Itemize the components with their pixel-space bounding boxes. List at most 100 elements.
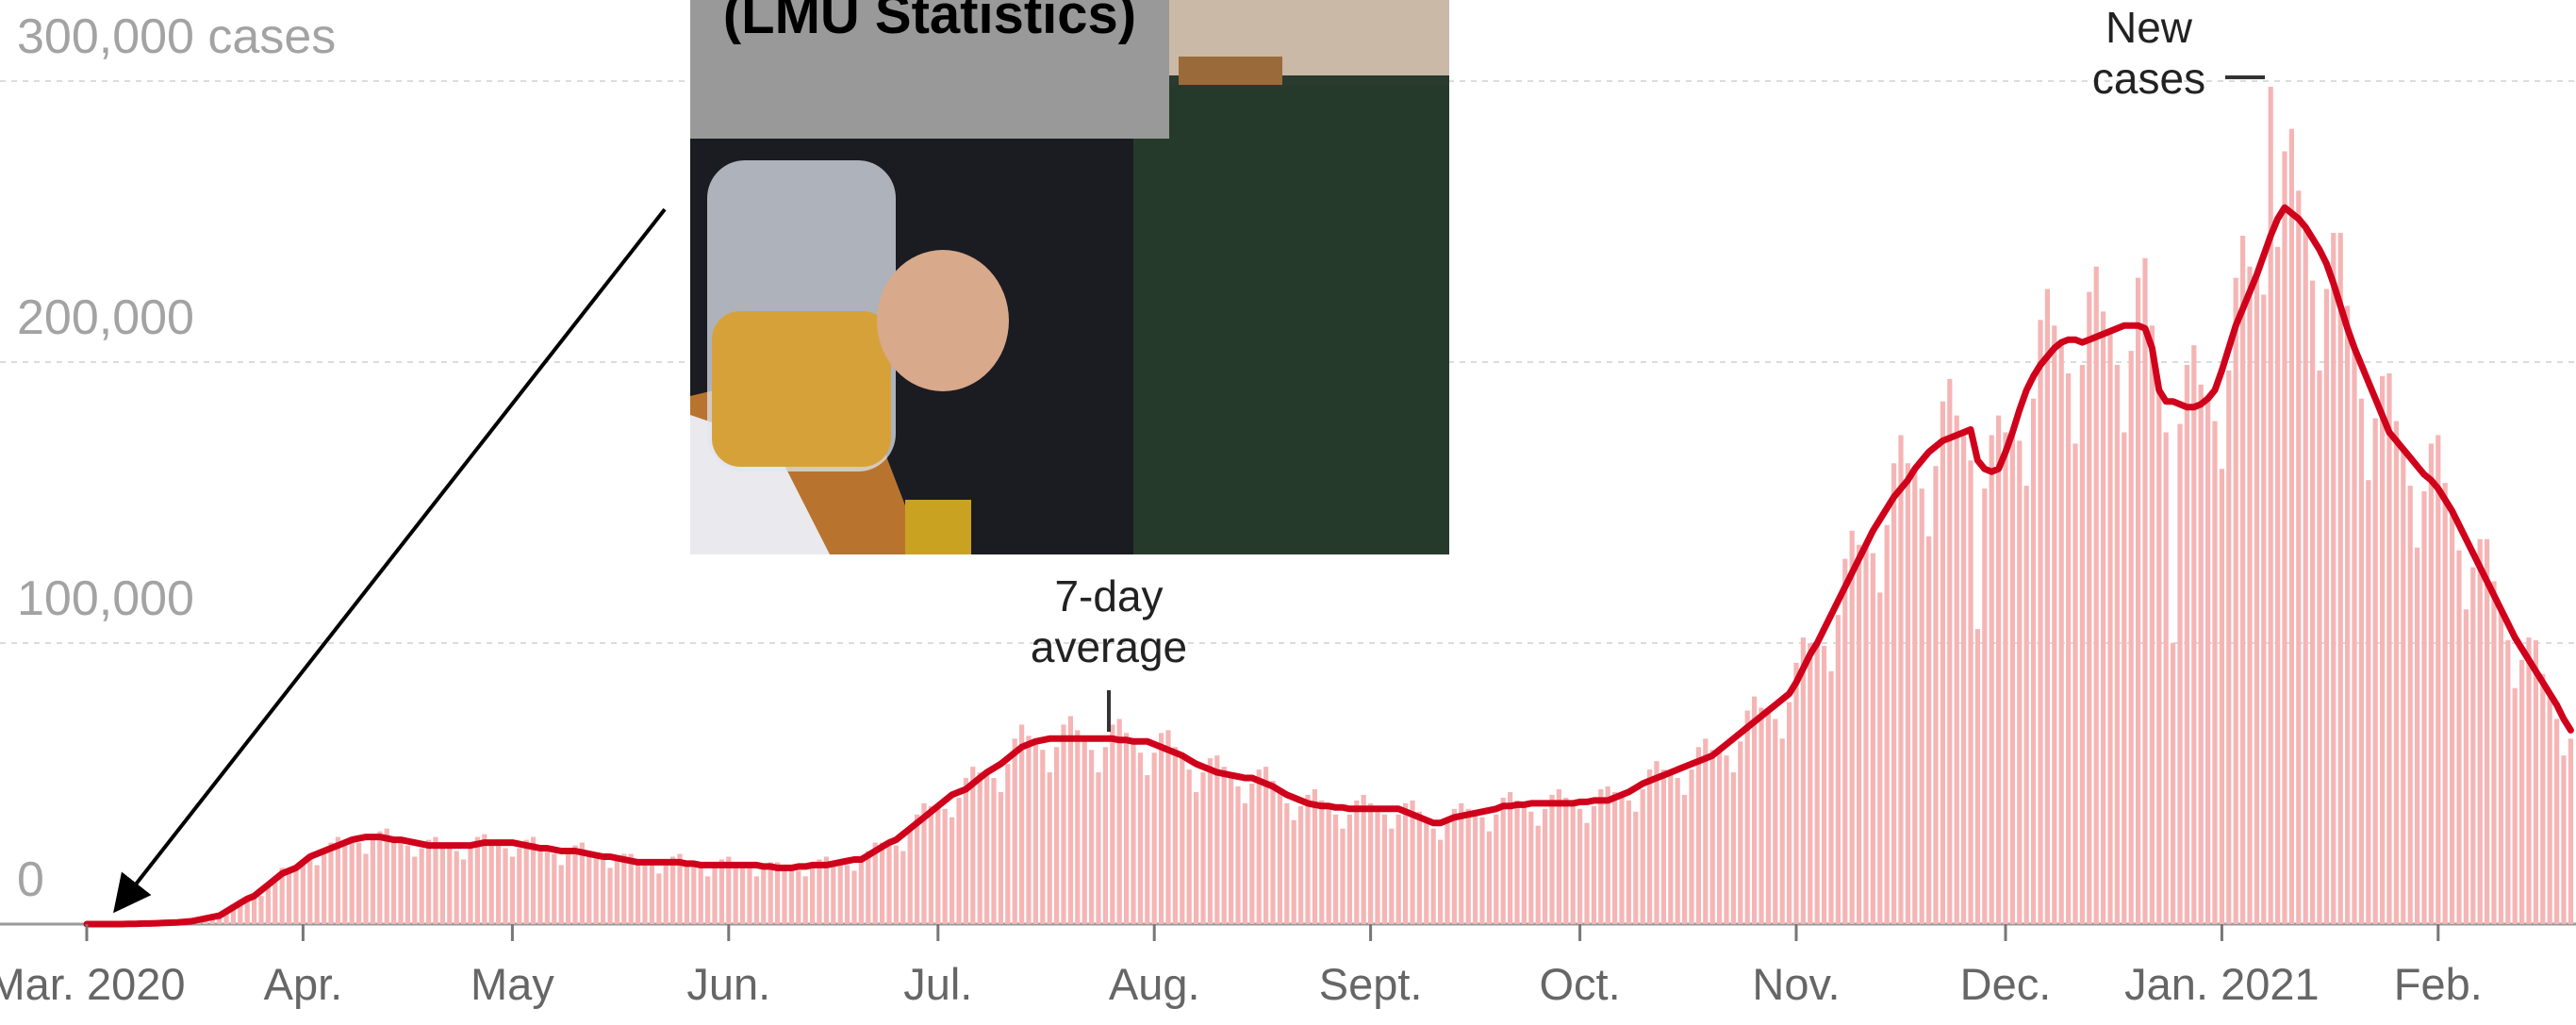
bar — [2220, 469, 2224, 924]
bar — [1933, 466, 1938, 924]
bar — [789, 868, 794, 924]
bar — [1682, 795, 1687, 924]
bar — [1577, 809, 1582, 924]
bar — [1235, 786, 1240, 924]
bar — [859, 862, 864, 924]
bar — [900, 851, 905, 924]
bar — [949, 818, 954, 924]
bar — [1033, 741, 1038, 924]
bar — [2415, 548, 2419, 924]
bar — [2352, 348, 2356, 924]
bar — [2408, 486, 2413, 924]
bar — [482, 835, 487, 924]
bar — [454, 851, 459, 924]
bar — [740, 865, 745, 924]
bar — [2296, 190, 2301, 924]
bar — [1292, 820, 1296, 924]
bar — [293, 870, 298, 924]
bar — [1975, 629, 1980, 924]
photo-hand — [877, 250, 1009, 391]
bar — [1863, 545, 1868, 924]
bar — [705, 876, 710, 924]
annotation-new-cases: New cases — [2073, 2, 2224, 104]
bar — [1522, 803, 1527, 924]
bar — [377, 832, 382, 924]
bar — [2142, 258, 2147, 924]
bar — [851, 870, 856, 924]
bar — [322, 854, 326, 925]
bar — [1243, 803, 1247, 924]
bar — [1410, 801, 1414, 924]
bar — [2087, 292, 2091, 925]
bar — [1592, 806, 1596, 924]
bar — [2456, 551, 2461, 924]
bar — [1194, 792, 1198, 924]
bar — [433, 837, 438, 924]
y-tick-label: 100,000 — [17, 571, 194, 626]
bar — [894, 846, 899, 924]
bar — [691, 862, 696, 924]
x-tick-label: Dec. — [1960, 959, 2052, 1009]
bar — [2380, 376, 2385, 924]
bar — [866, 851, 870, 924]
chart: 0100,000200,000300,000 casesMar. 2020Apr… — [0, 0, 2576, 1025]
bar — [1822, 646, 1826, 924]
bar — [1619, 795, 1624, 924]
bar — [1187, 769, 1192, 924]
bar — [1557, 789, 1561, 924]
bar — [266, 887, 271, 924]
bar — [2282, 152, 2287, 925]
bar — [2568, 738, 2573, 924]
bar — [1494, 815, 1498, 924]
bar — [650, 865, 654, 924]
bar — [999, 792, 1003, 924]
bar — [796, 870, 801, 924]
bar — [2421, 491, 2426, 924]
bar — [1222, 767, 1227, 924]
bar — [1061, 724, 1065, 924]
bar — [782, 865, 786, 924]
bar — [2185, 365, 2189, 924]
x-tick-label: Jun. — [686, 959, 770, 1009]
bar — [1075, 730, 1080, 924]
bar — [405, 846, 410, 924]
bar — [1724, 755, 1728, 924]
bar — [1906, 463, 1910, 924]
photo-flag — [905, 500, 971, 554]
bar — [1354, 801, 1359, 924]
bar — [1710, 750, 1715, 924]
bar — [2045, 289, 2050, 924]
bar — [1563, 798, 1568, 924]
bar — [1514, 801, 1519, 924]
bar — [1431, 829, 1436, 924]
bar — [970, 767, 975, 924]
bar — [503, 849, 507, 924]
bar — [363, 854, 368, 925]
bar — [1278, 789, 1282, 924]
bar — [371, 840, 375, 924]
bar — [1013, 738, 1017, 924]
bar — [1571, 803, 1576, 924]
photo — [690, 0, 1449, 554]
bar — [2101, 311, 2105, 924]
bar — [2164, 433, 2169, 925]
bar — [719, 859, 724, 924]
bar — [1263, 767, 1268, 924]
page: 0100,000200,000300,000 casesMar. 2020Apr… — [0, 0, 2576, 1025]
bar — [2359, 399, 2364, 924]
bar — [2373, 419, 2378, 924]
bar — [1850, 531, 1855, 924]
bar — [2177, 424, 2182, 924]
bar — [1117, 719, 1122, 924]
bar — [1368, 803, 1373, 924]
bar — [440, 843, 445, 924]
bar — [2003, 433, 2007, 925]
bar — [1990, 435, 1994, 924]
bar — [2031, 399, 2036, 924]
bar — [1808, 643, 1812, 924]
bar — [1096, 772, 1100, 924]
bar — [2275, 247, 2280, 924]
bar — [1877, 592, 1882, 924]
bar — [2485, 539, 2489, 924]
bar — [2052, 325, 2056, 924]
